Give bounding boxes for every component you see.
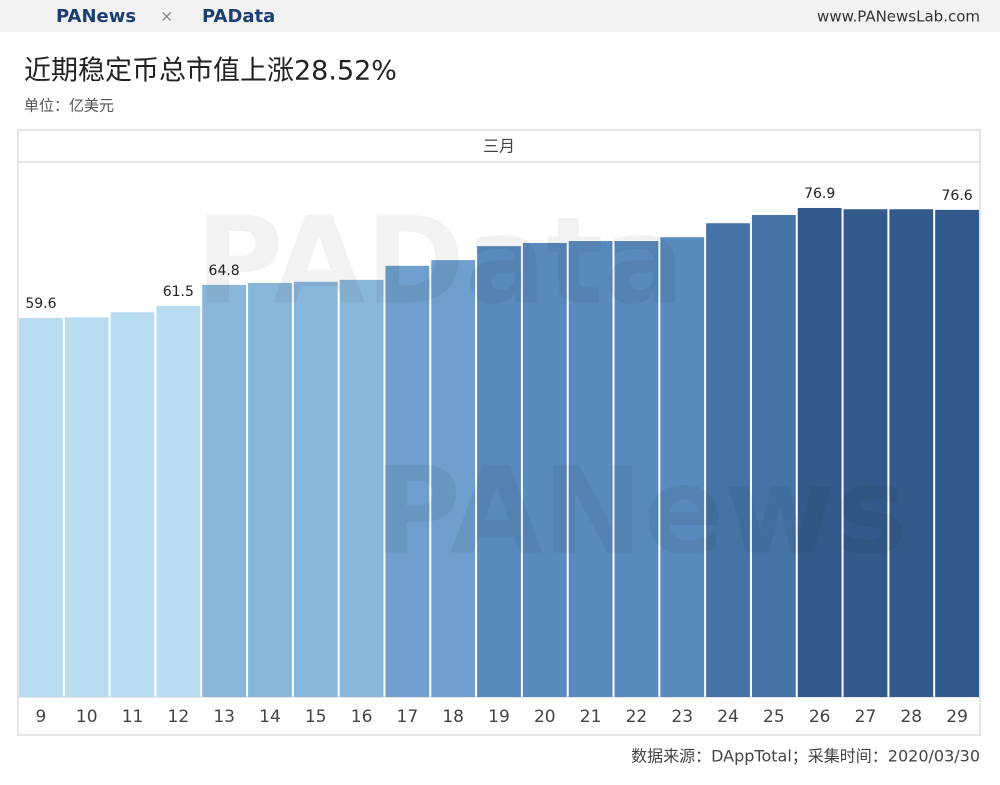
chart-title: 近期稳定币总市值上涨28.52% — [24, 56, 397, 87]
bar — [522, 242, 567, 697]
bar — [431, 260, 476, 697]
bar — [293, 281, 338, 697]
x-tick-label: 11 — [122, 707, 144, 727]
bar — [889, 209, 934, 697]
x-tick-label: 10 — [76, 707, 98, 727]
value-label: 64.8 — [209, 263, 240, 279]
x-tick-label: 29 — [946, 707, 968, 727]
bar — [110, 312, 155, 697]
bar — [19, 317, 63, 697]
x-tick-label: 26 — [809, 707, 831, 727]
bar — [706, 223, 750, 697]
x-tick-label: 9 — [35, 707, 46, 727]
separator: × — [160, 7, 173, 26]
x-tick-label: 22 — [626, 707, 648, 727]
x-tick-label: 27 — [855, 707, 877, 727]
chart-subtitle: 单位：亿美元 — [24, 97, 114, 115]
x-tick-label: 13 — [213, 707, 235, 727]
x-tick-label: 19 — [488, 707, 510, 727]
bar — [751, 214, 796, 697]
bar — [797, 207, 842, 697]
bar — [202, 284, 247, 697]
x-tick-label: 15 — [305, 707, 327, 727]
bar — [156, 305, 201, 697]
x-tick-label: 23 — [671, 707, 693, 727]
value-label: 76.9 — [804, 186, 835, 202]
watermark: PANews — [373, 443, 907, 582]
bar — [64, 317, 109, 697]
x-tick-label: 16 — [351, 707, 373, 727]
bar — [843, 209, 888, 697]
x-tick-label: 25 — [763, 707, 785, 727]
watermark: PAData — [196, 193, 685, 332]
bar — [935, 209, 979, 697]
bar — [248, 283, 292, 697]
bar — [339, 279, 384, 697]
logo-left: PANews — [56, 6, 136, 27]
bar — [660, 237, 705, 698]
bar — [614, 241, 659, 697]
logo-right: PAData — [202, 6, 275, 27]
facet-label: 三月 — [483, 137, 515, 156]
x-tick-label: 18 — [442, 707, 464, 727]
bar — [385, 265, 430, 697]
x-tick-label: 14 — [259, 707, 281, 727]
value-label: 61.5 — [163, 284, 194, 300]
bar — [477, 246, 521, 697]
bar — [568, 241, 613, 697]
source-note: 数据来源：DAppTotal；采集时间：2020/03/30 — [631, 747, 980, 766]
x-tick-label: 28 — [900, 707, 922, 727]
site-url: www.PANewsLab.com — [817, 8, 980, 26]
x-tick-label: 24 — [717, 707, 739, 727]
value-label: 76.6 — [942, 188, 973, 204]
x-tick-label: 17 — [397, 707, 419, 727]
x-tick-label: 20 — [534, 707, 556, 727]
x-tick-label: 21 — [580, 707, 602, 727]
x-tick-label: 12 — [168, 707, 190, 727]
top-bar — [0, 0, 1000, 32]
value-label: 59.6 — [25, 296, 56, 312]
plot-frame — [17, 129, 981, 736]
